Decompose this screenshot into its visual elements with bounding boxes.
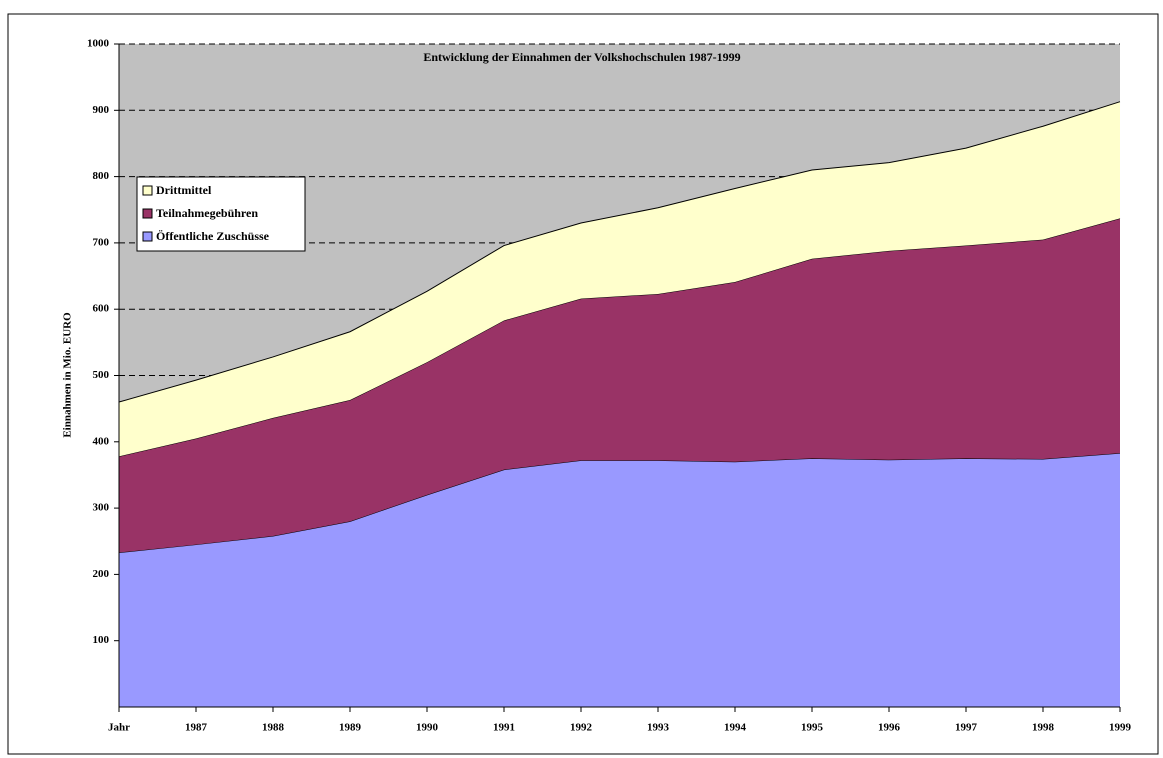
y-tick-label: 200 xyxy=(93,568,110,580)
legend-swatch xyxy=(142,231,153,242)
x-tick-label: 1994 xyxy=(724,722,747,734)
x-tick-label: 1992 xyxy=(570,722,593,734)
legend-label: Drittmittel xyxy=(156,183,212,197)
area xyxy=(119,453,1120,707)
legend-label: Teilnahmegebühren xyxy=(156,206,258,220)
y-axis-label: Einnahmen in Mio. EURO xyxy=(62,312,74,438)
legend-swatch xyxy=(142,185,153,196)
x-tick-label: Jahr xyxy=(108,722,130,734)
x-tick-label: 1998 xyxy=(1032,722,1055,734)
y-tick-label: 900 xyxy=(93,104,110,116)
legend-label: Öffentliche Zuschüsse xyxy=(156,229,270,243)
area xyxy=(119,101,1120,457)
x-tick-label: 1987 xyxy=(185,722,208,734)
y-tick-label: 300 xyxy=(93,502,110,514)
area-edge xyxy=(118,101,1121,403)
x-tick-label: 1993 xyxy=(647,722,670,734)
x-tick-label: 1990 xyxy=(416,722,439,734)
y-tick-label: 800 xyxy=(93,170,110,182)
x-tick-label: 1999 xyxy=(1109,722,1132,734)
y-tick-label: 500 xyxy=(93,369,110,381)
area xyxy=(119,218,1120,553)
y-tick-label: 700 xyxy=(93,236,110,248)
y-tick-label: 1000 xyxy=(87,38,110,50)
x-tick-label: 1991 xyxy=(493,722,515,734)
plot-area xyxy=(118,43,1121,707)
y-tick-label: 100 xyxy=(93,634,110,646)
x-tick-label: 1996 xyxy=(878,722,901,734)
legend-swatch xyxy=(142,208,153,219)
chart-title: Entwicklung der Einnahmen der Volkshochs… xyxy=(423,50,740,64)
x-tick-label: 1995 xyxy=(801,722,824,734)
x-tick-label: 1988 xyxy=(262,722,285,734)
x-tick-label: 1997 xyxy=(955,722,978,734)
x-tick-label: 1989 xyxy=(339,722,362,734)
y-tick-label: 400 xyxy=(93,435,110,447)
y-tick-label: 600 xyxy=(93,303,110,315)
legend: Drittmittel Teilnahmegebühren Öffentliche … xyxy=(136,176,306,252)
legend-box xyxy=(136,176,306,252)
